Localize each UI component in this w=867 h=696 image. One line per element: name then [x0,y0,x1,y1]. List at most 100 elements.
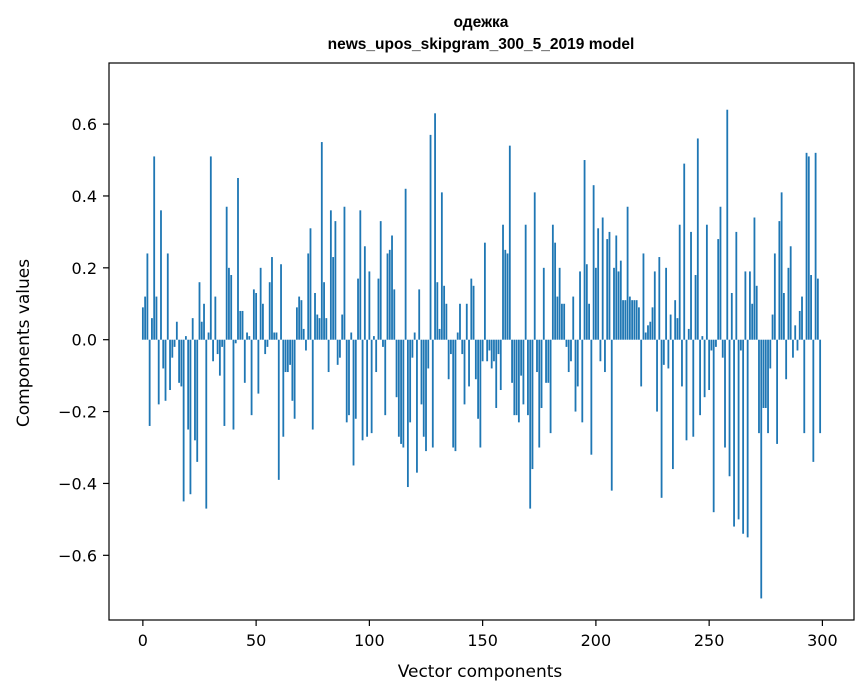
bar-component-186 [563,303,566,340]
bar-component-161 [506,253,509,340]
bar-component-192 [576,339,579,387]
bar-component-67 [293,339,296,419]
bar-component-61 [280,264,282,340]
bar-component-237 [678,224,681,340]
bar-component-41 [234,339,237,344]
bar-component-190 [572,296,575,340]
bar-component-60 [277,339,280,480]
bar-component-249 [705,224,708,340]
bar-component-77 [316,314,319,340]
bar-component-283 [782,292,785,340]
bar-component-24 [196,339,199,462]
bar-component-177 [542,267,545,340]
bar-component-4 [151,318,153,340]
bar-component-287 [792,339,794,358]
bar-component-196 [585,264,588,340]
bar-component-138 [454,339,457,452]
bar-component-133 [443,285,446,340]
y-axis-label: Components values [14,259,34,427]
bar-component-257 [724,339,726,448]
bar-component-19 [184,336,187,340]
bar-component-27 [203,303,205,340]
bar-component-272 [758,339,760,434]
bar-component-263 [737,339,740,520]
bar-component-199 [592,185,595,340]
bar-component-84 [332,257,335,340]
bar-component-213 [624,300,627,340]
bar-component-162 [508,145,511,340]
bar-component-21 [189,339,192,495]
bar-component-82 [327,339,330,373]
bar-component-267 [746,339,749,538]
bar-component-112 [395,339,398,398]
bar-component-45 [243,339,246,383]
bar-component-43 [239,310,242,340]
bar-component-49 [252,289,255,340]
bar-component-109 [388,249,391,340]
bar-component-298 [816,278,819,340]
bar-component-10 [164,339,167,401]
bar-component-36 [223,339,226,426]
bar-component-6 [155,296,158,340]
x-tick-label: 50 [246,631,266,650]
y-tick-label: −0.2 [58,403,97,422]
bar-component-147 [474,339,477,380]
bar-component-238 [681,339,683,387]
bar-component-241 [687,328,690,340]
chart-subtitle: news_upos_skipgram_300_5_2019 model [328,36,635,53]
bar-component-205 [606,239,609,340]
bar-component-260 [730,292,733,340]
bar-component-163 [511,339,513,383]
bar-component-232 [667,339,670,369]
bar-component-32 [214,296,217,340]
bar-component-122 [418,289,421,340]
bar-component-285 [787,267,790,340]
bar-component-212 [622,300,624,340]
bar-component-99 [366,339,369,437]
bar-component-22 [191,318,194,340]
bar-component-92 [350,332,353,340]
bar-component-64 [286,339,289,373]
bar-component-74 [309,228,312,340]
bar-component-286 [789,246,792,340]
bar-component-96 [359,210,362,340]
bar-component-295 [810,275,812,340]
bar-component-71 [302,328,305,340]
bar-component-154 [490,339,493,369]
bar-component-51 [257,339,260,394]
plot-frame [108,62,855,621]
bar-component-25 [198,282,201,340]
bar-component-297 [814,152,817,340]
bar-component-18 [182,339,185,502]
bar-component-290 [798,310,801,340]
bar-component-268 [749,271,751,340]
bar-component-95 [357,278,359,340]
bar-component-91 [348,339,350,416]
bar-component-118 [409,339,412,423]
bar-component-115 [402,339,405,448]
bar-component-141 [461,339,464,355]
bar-component-33 [216,339,219,355]
bar-component-169 [524,224,527,340]
bar-component-273 [760,339,763,599]
bar-component-148 [477,339,480,419]
bar-component-244 [694,275,697,340]
bar-component-243 [692,339,695,437]
bar-component-56 [268,282,271,340]
bar-component-150 [481,339,484,362]
bar-component-78 [318,318,321,340]
bar-component-9 [162,339,165,369]
bar-component-235 [674,300,677,340]
bar-component-217 [633,300,636,340]
bar-component-50 [255,292,258,340]
bar-component-70 [300,300,303,340]
bar-component-34 [218,339,221,376]
bar-component-116 [404,188,407,340]
bar-component-179 [547,339,550,383]
bar-component-13 [171,339,174,358]
bar-component-224 [649,321,652,340]
bar-component-134 [445,303,448,340]
bar-component-240 [685,339,688,441]
bar-component-208 [613,267,615,340]
